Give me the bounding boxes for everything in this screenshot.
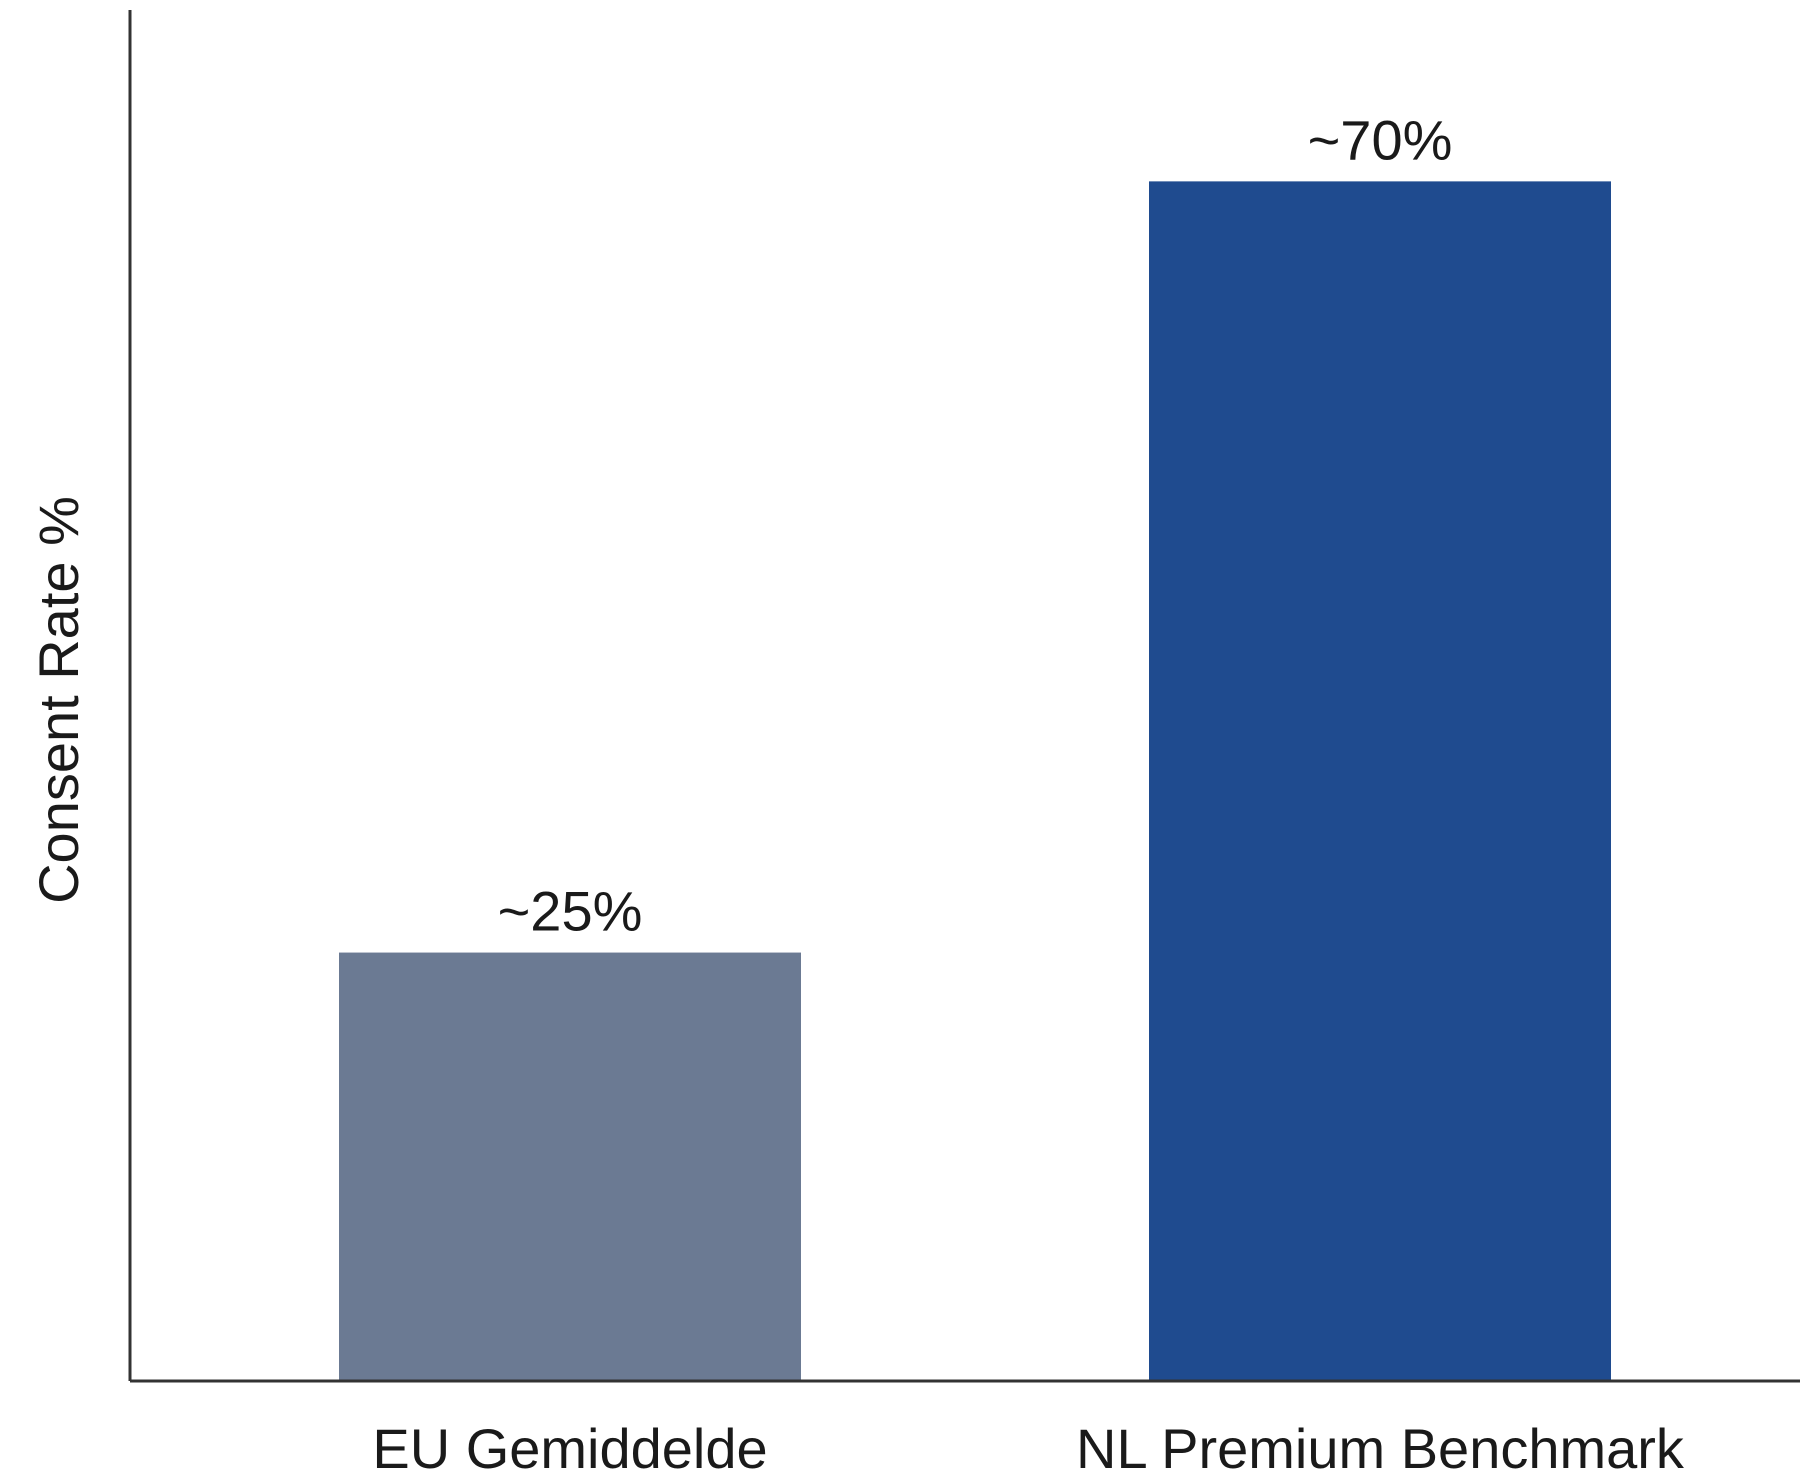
x-tick-label: NL Premium Benchmark xyxy=(1076,1417,1685,1478)
data-label: ~25% xyxy=(498,880,643,943)
bar-nl-premium-benchmark xyxy=(1149,181,1611,1381)
bar-eu-gemiddelde xyxy=(339,952,801,1381)
y-axis-title: Consent Rate % xyxy=(27,496,90,904)
x-tick-label: EU Gemiddelde xyxy=(372,1417,767,1478)
data-label: ~70% xyxy=(1308,108,1453,171)
labels-layer: ~25% EU Gemiddelde ~70% NL Premium Benchmar… xyxy=(372,108,1685,1480)
bars-layer xyxy=(339,181,1611,1381)
